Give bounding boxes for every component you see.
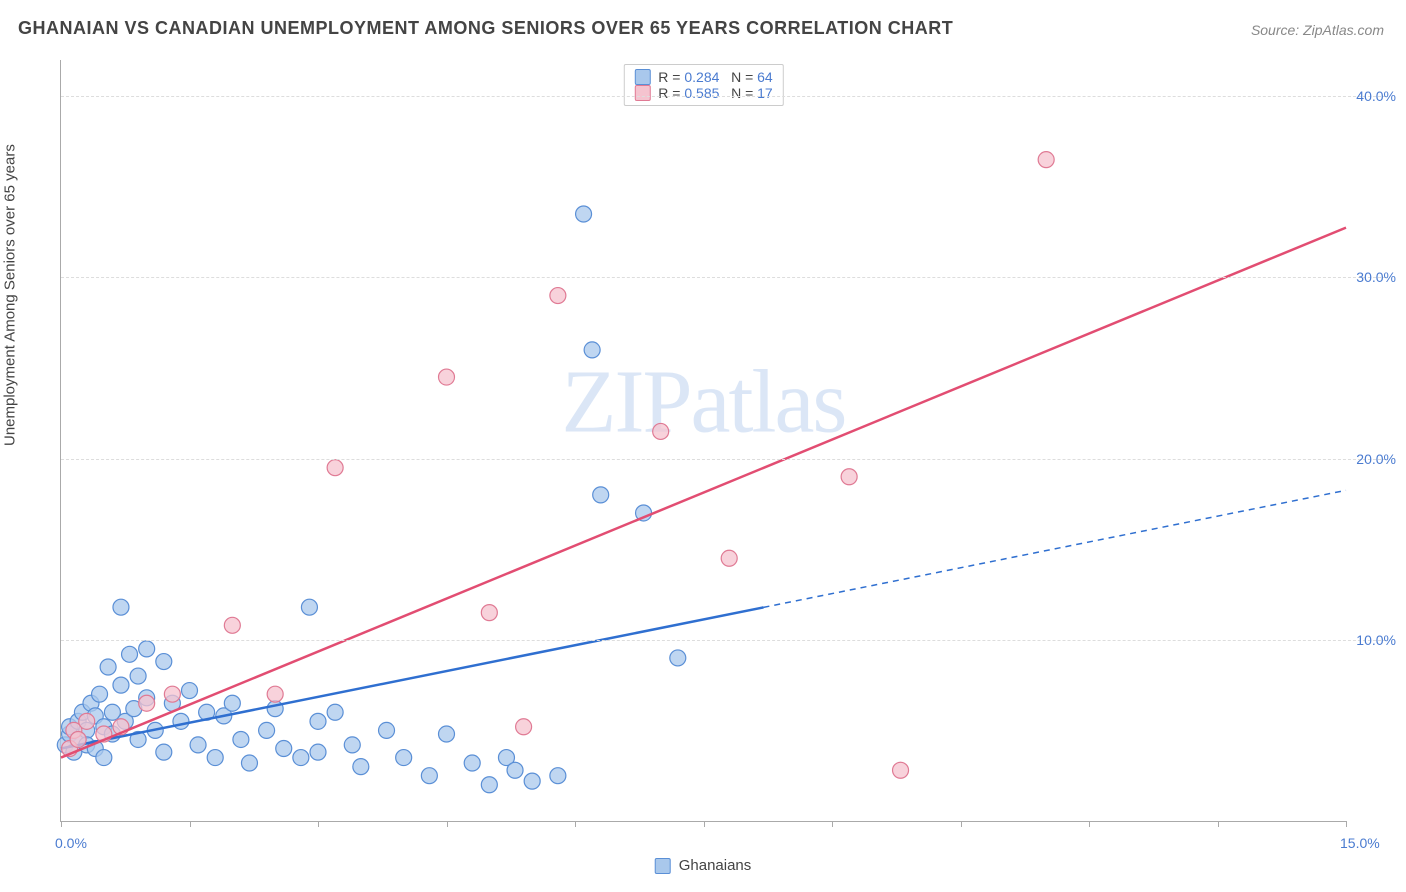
x-tick xyxy=(1089,821,1090,827)
scatter-point xyxy=(293,750,309,766)
legend-row: R = 0.284 N = 64 xyxy=(634,69,772,85)
scatter-point xyxy=(267,701,283,717)
scatter-point xyxy=(421,768,437,784)
scatter-point xyxy=(173,713,189,729)
scatter-point xyxy=(113,599,129,615)
scatter-point xyxy=(207,750,223,766)
chart-svg xyxy=(61,60,1346,821)
scatter-point xyxy=(310,744,326,760)
scatter-point xyxy=(893,762,909,778)
scatter-point xyxy=(182,683,198,699)
scatter-point xyxy=(301,599,317,615)
legend-label: Ghanaians xyxy=(679,857,752,874)
scatter-point xyxy=(516,719,532,735)
scatter-point xyxy=(344,737,360,753)
y-axis-label: Unemployment Among Seniors over 65 years xyxy=(2,144,19,446)
scatter-point xyxy=(92,686,108,702)
scatter-point xyxy=(507,762,523,778)
scatter-point xyxy=(721,550,737,566)
scatter-point xyxy=(653,423,669,439)
scatter-point xyxy=(576,206,592,222)
plot-area: ZIPatlas R = 0.284 N = 64R = 0.585 N = 1… xyxy=(60,60,1346,822)
x-tick-label: 15.0% xyxy=(1340,835,1380,851)
scatter-point xyxy=(550,288,566,304)
scatter-point xyxy=(276,741,292,757)
x-tick xyxy=(832,821,833,827)
scatter-point xyxy=(224,695,240,711)
scatter-point xyxy=(670,650,686,666)
legend-item: Ghanaians xyxy=(655,857,752,874)
regression-line xyxy=(61,607,763,748)
scatter-point xyxy=(96,750,112,766)
gridline-h xyxy=(61,459,1386,460)
x-tick xyxy=(318,821,319,827)
scatter-point xyxy=(259,722,275,738)
gridline-h xyxy=(61,640,1386,641)
x-tick xyxy=(961,821,962,827)
legend-stats: R = 0.585 N = 17 xyxy=(658,85,772,101)
x-tick xyxy=(447,821,448,827)
x-tick xyxy=(61,821,62,827)
regression-line xyxy=(61,228,1346,758)
scatter-point xyxy=(156,654,172,670)
scatter-point xyxy=(327,460,343,476)
legend-swatch xyxy=(634,85,650,101)
scatter-point xyxy=(122,646,138,662)
scatter-point xyxy=(593,487,609,503)
y-tick-label: 20.0% xyxy=(1356,451,1396,467)
legend-row: R = 0.585 N = 17 xyxy=(634,85,772,101)
y-tick-label: 30.0% xyxy=(1356,269,1396,285)
scatter-point xyxy=(233,731,249,747)
x-tick-label: 0.0% xyxy=(55,835,87,851)
scatter-point xyxy=(481,605,497,621)
scatter-point xyxy=(439,726,455,742)
chart-title: GHANAIAN VS CANADIAN UNEMPLOYMENT AMONG … xyxy=(18,18,953,39)
gridline-h xyxy=(61,96,1386,97)
x-tick xyxy=(704,821,705,827)
scatter-point xyxy=(1038,152,1054,168)
legend-swatch xyxy=(655,858,671,874)
scatter-point xyxy=(70,731,86,747)
scatter-point xyxy=(241,755,257,771)
scatter-point xyxy=(100,659,116,675)
scatter-point xyxy=(584,342,600,358)
legend-stats: R = 0.284 N = 64 xyxy=(658,69,772,85)
scatter-point xyxy=(130,668,146,684)
y-tick-label: 40.0% xyxy=(1356,88,1396,104)
x-tick xyxy=(1218,821,1219,827)
regression-line-extrapolated xyxy=(763,490,1346,607)
scatter-point xyxy=(481,777,497,793)
scatter-point xyxy=(310,713,326,729)
scatter-point xyxy=(464,755,480,771)
scatter-point xyxy=(267,686,283,702)
scatter-point xyxy=(353,759,369,775)
scatter-point xyxy=(550,768,566,784)
scatter-point xyxy=(139,695,155,711)
scatter-point xyxy=(113,677,129,693)
scatter-point xyxy=(327,704,343,720)
scatter-point xyxy=(841,469,857,485)
x-tick xyxy=(575,821,576,827)
x-tick xyxy=(190,821,191,827)
scatter-point xyxy=(156,744,172,760)
scatter-point xyxy=(139,641,155,657)
scatter-point xyxy=(79,713,95,729)
x-tick xyxy=(1346,821,1347,827)
scatter-point xyxy=(379,722,395,738)
scatter-point xyxy=(190,737,206,753)
scatter-point xyxy=(164,686,180,702)
source-label: Source: ZipAtlas.com xyxy=(1251,22,1384,38)
legend-correlation: R = 0.284 N = 64R = 0.585 N = 17 xyxy=(623,64,783,106)
scatter-point xyxy=(396,750,412,766)
y-tick-label: 10.0% xyxy=(1356,632,1396,648)
legend-swatch xyxy=(634,69,650,85)
scatter-point xyxy=(524,773,540,789)
gridline-h xyxy=(61,277,1386,278)
legend-series: Ghanaians xyxy=(655,857,752,874)
chart-container: GHANAIAN VS CANADIAN UNEMPLOYMENT AMONG … xyxy=(0,0,1406,892)
scatter-point xyxy=(224,617,240,633)
scatter-point xyxy=(439,369,455,385)
